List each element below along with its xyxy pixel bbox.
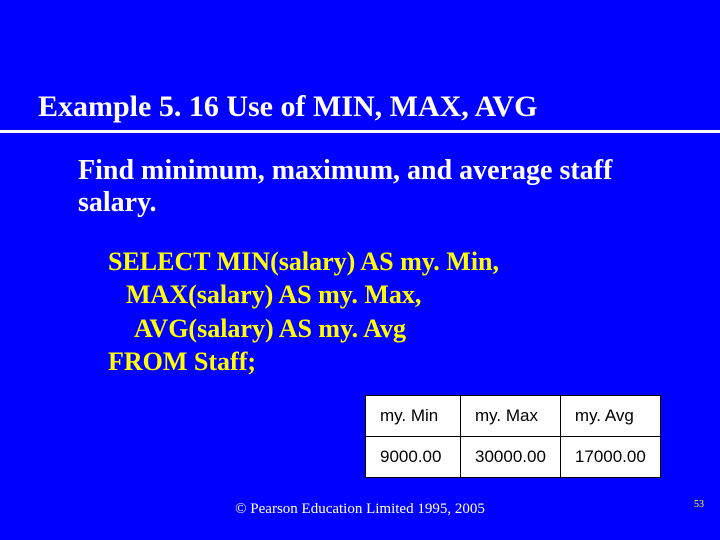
sql-line-4: FROM Staff; [108,347,256,376]
copyright-footer: © Pearson Education Limited 1995, 2005 [0,501,720,518]
sql-code-block: SELECT MIN(salary) AS my. Min, MAX(salar… [108,245,499,378]
sql-line-1: SELECT MIN(salary) AS my. Min, [108,247,499,276]
title-underline [0,130,720,133]
table-header-row: my. Min my. Max my. Avg [366,396,661,437]
result-table: my. Min my. Max my. Avg 9000.00 30000.00… [365,395,661,478]
sql-line-2: MAX(salary) AS my. Max, [108,278,499,311]
table-header-cell: my. Avg [560,396,660,437]
table-data-cell: 17000.00 [560,437,660,478]
table-header-cell: my. Max [461,396,561,437]
table-header-cell: my. Min [366,396,461,437]
slide-description: Find minimum, maximum, and average staff… [78,155,638,219]
table-data-cell: 9000.00 [366,437,461,478]
page-number: 53 [694,499,704,510]
table-data-cell: 30000.00 [461,437,561,478]
table-data-row: 9000.00 30000.00 17000.00 [366,437,661,478]
slide-title: Example 5. 16 Use of MIN, MAX, AVG [38,90,537,124]
sql-line-3: AVG(salary) AS my. Avg [108,312,499,345]
